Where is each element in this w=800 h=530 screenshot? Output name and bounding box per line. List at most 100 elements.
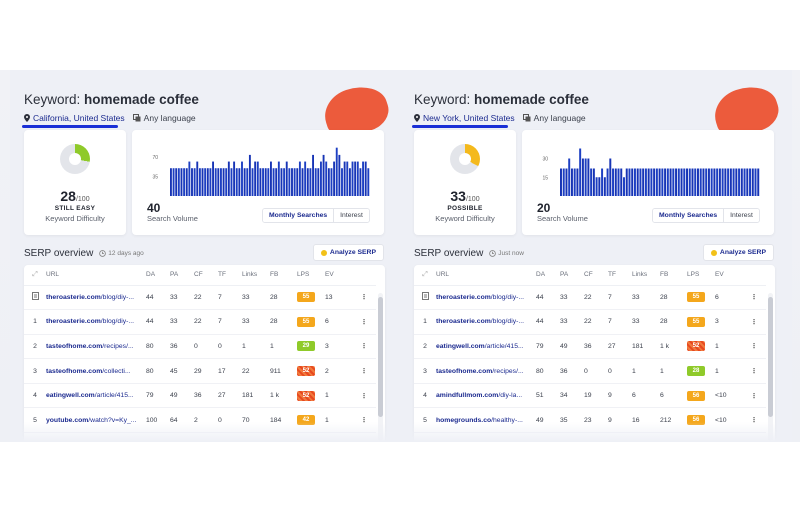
url-path: /recipes/... [102,342,134,350]
search-volume-bar [642,168,645,196]
serp-row[interactable]: 3 tasteofhome.com/collecti... 80 45 29 17 22 91… [24,358,376,384]
search-volume-bar [233,161,236,196]
serp-row[interactable]: 4 amindfullmom.com/diy-la... 51 34 19 9 6 6 56 <1… [414,383,766,409]
serp-url-link[interactable]: tasteofhome.com/collecti... [46,358,146,384]
serp-row[interactable]: 5 youtube.com/watch?v=Ky_... 100 64 2 0 70 184 4… [24,407,376,434]
serp-pa-value: 36 [560,358,584,384]
url-path: /collecti... [102,367,131,375]
interest-tab[interactable]: Interest [724,209,759,222]
serp-row[interactable]: theroasterie.com/blog/diy-... 44 33 22 7 33 28… [414,285,766,311]
col-url[interactable]: URL [46,265,146,286]
search-volume-bar [304,161,307,196]
row-menu-icon[interactable]: ⋮ [352,285,376,311]
serp-url-link[interactable]: theroasterie.com/blog/diy-... [46,309,146,335]
col-ev[interactable]: EV [715,265,742,286]
serp-position: 5 [24,407,46,434]
col-url[interactable]: URL [436,265,536,286]
serp-url-link[interactable]: eatingwell.com/article/415... [46,383,146,409]
serp-ev-value: 1 [325,383,352,409]
serp-row[interactable]: 1 theroasterie.com/blog/diy-... 44 33 22 7 33 2… [24,309,376,335]
row-menu-icon[interactable]: ⋮ [742,383,766,409]
col-cf[interactable]: CF [584,265,608,286]
col-ev[interactable]: EV [325,265,352,286]
analyze-serp-button[interactable]: Analyze SERP [312,244,384,261]
serp-url-link[interactable]: amindfullmom.com/diy-la... [436,383,536,409]
search-volume-bar [707,168,710,196]
row-menu-icon[interactable]: ⋮ [352,309,376,335]
expand-icon[interactable]: ⤢ [422,270,428,278]
lightbulb-icon [710,249,717,256]
serp-tf-value: 27 [218,383,242,409]
col-lps[interactable]: LPS [687,265,715,286]
keyword-title: Keyword: homemade coffee [24,92,199,107]
row-menu-icon[interactable]: ⋮ [742,407,766,434]
row-menu-icon[interactable]: ⋮ [352,383,376,409]
col-da[interactable]: DA [146,265,170,286]
search-volume-bar [306,168,309,196]
location-selector[interactable]: New York, United States [414,113,515,123]
analyze-serp-button[interactable]: Analyze SERP [702,244,774,261]
serp-url-link[interactable]: theroasterie.com/blog/diy-... [436,285,536,311]
row-menu-icon[interactable]: ⋮ [742,309,766,335]
serp-title: SERP overview [414,248,484,259]
col-pa[interactable]: PA [560,265,584,286]
serp-url-link[interactable]: tasteofhome.com/recipes/... [436,358,536,384]
scrollbar-thumb[interactable] [768,297,773,417]
col-links[interactable]: Links [242,265,270,286]
url-path: /blog/diy-... [490,318,525,326]
col-fb[interactable]: FB [660,265,687,286]
col-links[interactable]: Links [632,265,660,286]
table-scrollbar[interactable] [768,293,773,441]
search-volume-bar [757,168,760,196]
location-selector[interactable]: California, United States [24,113,125,123]
serp-url-link[interactable]: eatingwell.com/article/415... [436,334,536,360]
difficulty-score: 33/100 [450,188,480,204]
serp-position: 3 [24,358,46,384]
search-volume-bar [570,168,573,196]
table-scrollbar[interactable] [378,293,383,441]
serp-position: 2 [24,334,46,360]
serp-url-link[interactable]: theroasterie.com/blog/diy-... [46,285,146,311]
serp-row[interactable]: theroasterie.com/blog/diy-... 44 33 22 7 33 28… [24,285,376,311]
col-da[interactable]: DA [536,265,560,286]
col-fb[interactable]: FB [270,265,297,286]
search-volume-bar [718,168,721,196]
serp-url-link[interactable]: tasteofhome.com/recipes/... [46,334,146,360]
serp-lps-cell: 56 [687,407,715,434]
serp-url-link[interactable]: theroasterie.com/blog/diy-... [436,309,536,335]
url-path: /blog/diy-... [100,293,135,301]
row-menu-icon[interactable]: ⋮ [352,358,376,384]
scrollbar-thumb[interactable] [378,297,383,417]
serp-row[interactable]: 3 tasteofhome.com/recipes/... 80 36 0 0 1 1 28 1 ⋮ [414,358,766,384]
language-selector[interactable]: Any language [132,113,196,123]
interest-tab[interactable]: Interest [334,209,369,222]
monthly-searches-tab[interactable]: Monthly Searches [263,209,335,222]
row-menu-icon[interactable]: ⋮ [352,334,376,360]
col-tf[interactable]: TF [218,265,242,286]
col-cf[interactable]: CF [194,265,218,286]
col-lps[interactable]: LPS [297,265,325,286]
row-menu-icon[interactable]: ⋮ [742,285,766,311]
serp-row[interactable]: 2 eatingwell.com/article/415... 79 49 36 27 18… [414,334,766,360]
search-volume-bar [664,168,667,196]
row-menu-icon[interactable]: ⋮ [742,358,766,384]
serp-row[interactable]: 2 tasteofhome.com/recipes/... 80 36 0 0 1 1 29 3 ⋮ [24,334,376,360]
serp-fb-value: 1 k [660,334,687,360]
lps-badge: 28 [687,366,705,377]
col-pa[interactable]: PA [170,265,194,286]
monthly-searches-tab[interactable]: Monthly Searches [653,209,725,222]
col-tf[interactable]: TF [608,265,632,286]
search-volume-bar [631,168,634,196]
language-selector[interactable]: Any language [522,113,586,123]
serp-tf-value: 0 [218,407,242,434]
expand-icon[interactable]: ⤢ [32,270,38,278]
serp-row[interactable]: 4 eatingwell.com/article/415... 79 49 36 27 18… [24,383,376,409]
serp-row[interactable]: 1 theroasterie.com/blog/diy-... 44 33 22 7 33 2… [414,309,766,335]
row-menu-icon[interactable]: ⋮ [352,407,376,434]
serp-position [414,285,436,311]
row-menu-icon[interactable]: ⋮ [742,334,766,360]
serp-url-link[interactable]: homegrounds.co/healthy-... [436,407,536,434]
serp-row[interactable]: 5 homegrounds.co/healthy-... 49 35 23 9 16 212 5… [414,407,766,434]
search-volume-value: 20 [537,201,551,215]
serp-url-link[interactable]: youtube.com/watch?v=Ky_... [46,407,146,434]
